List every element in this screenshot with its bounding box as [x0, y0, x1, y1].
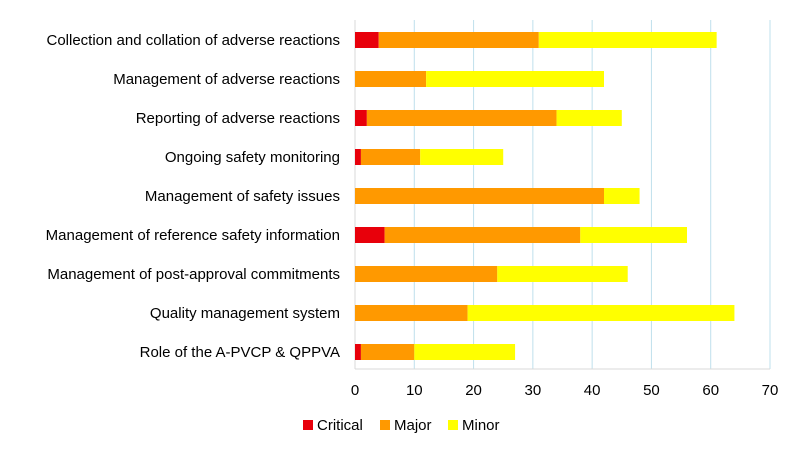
legend-label-major: Major — [394, 417, 432, 434]
x-tick-label-0: 0 — [351, 382, 359, 399]
category-label: Management of safety issues — [145, 188, 340, 205]
bar-minor-2 — [556, 110, 622, 126]
category-label: Quality management system — [150, 305, 340, 322]
bar-major-3 — [360, 149, 421, 165]
bar-minor-1 — [426, 71, 604, 87]
x-tick-label-70: 70 — [762, 382, 779, 399]
bar-minor-6 — [497, 266, 628, 282]
bar-major-5 — [384, 227, 581, 243]
category-label: Role of the A-PVCP & QPPVA — [140, 344, 340, 361]
x-axis-tick-labels: 0 10 20 30 40 50 60 70 — [351, 382, 779, 399]
x-tick-label-60: 60 — [702, 382, 719, 399]
bar-critical-2 — [355, 110, 367, 126]
bar-critical-5 — [355, 227, 385, 243]
bar-major-6 — [355, 266, 498, 282]
category-label: Collection and collation of adverse reac… — [46, 32, 340, 49]
category-label: Ongoing safety monitoring — [165, 149, 340, 166]
bar-major-2 — [366, 110, 557, 126]
x-tick-label-50: 50 — [643, 382, 660, 399]
bar-major-7 — [355, 305, 468, 321]
bar-major-4 — [355, 188, 604, 204]
bar-major-1 — [355, 71, 427, 87]
legend-label-critical: Critical — [317, 417, 363, 434]
legend-swatch-minor — [448, 420, 458, 430]
category-label: Management of reference safety informati… — [46, 227, 340, 244]
bar-major-8 — [360, 344, 415, 360]
bar-critical-8 — [355, 344, 361, 360]
x-tick-label-40: 40 — [584, 382, 601, 399]
x-tick-label-20: 20 — [465, 382, 482, 399]
bar-minor-4 — [604, 188, 640, 204]
category-label: Management of post-approval commitments — [47, 266, 340, 283]
legend-label-minor: Minor — [462, 417, 500, 434]
bar-critical-3 — [355, 149, 361, 165]
legend: Critical Major Minor — [303, 417, 500, 434]
bar-minor-5 — [580, 227, 687, 243]
bar-major-0 — [378, 32, 539, 48]
x-tick-label-10: 10 — [406, 382, 423, 399]
category-label: Management of adverse reactions — [113, 71, 340, 88]
category-label: Reporting of adverse reactions — [136, 110, 340, 127]
legend-swatch-critical — [303, 420, 313, 430]
x-tick-label-30: 30 — [525, 382, 542, 399]
bar-minor-3 — [420, 149, 504, 165]
bar-minor-0 — [538, 32, 717, 48]
category-labels: Collection and collation of adverse reac… — [46, 32, 340, 361]
bar-minor-8 — [414, 344, 516, 360]
bars — [355, 32, 735, 360]
bar-critical-0 — [355, 32, 379, 48]
legend-swatch-major — [380, 420, 390, 430]
bar-minor-7 — [467, 305, 735, 321]
